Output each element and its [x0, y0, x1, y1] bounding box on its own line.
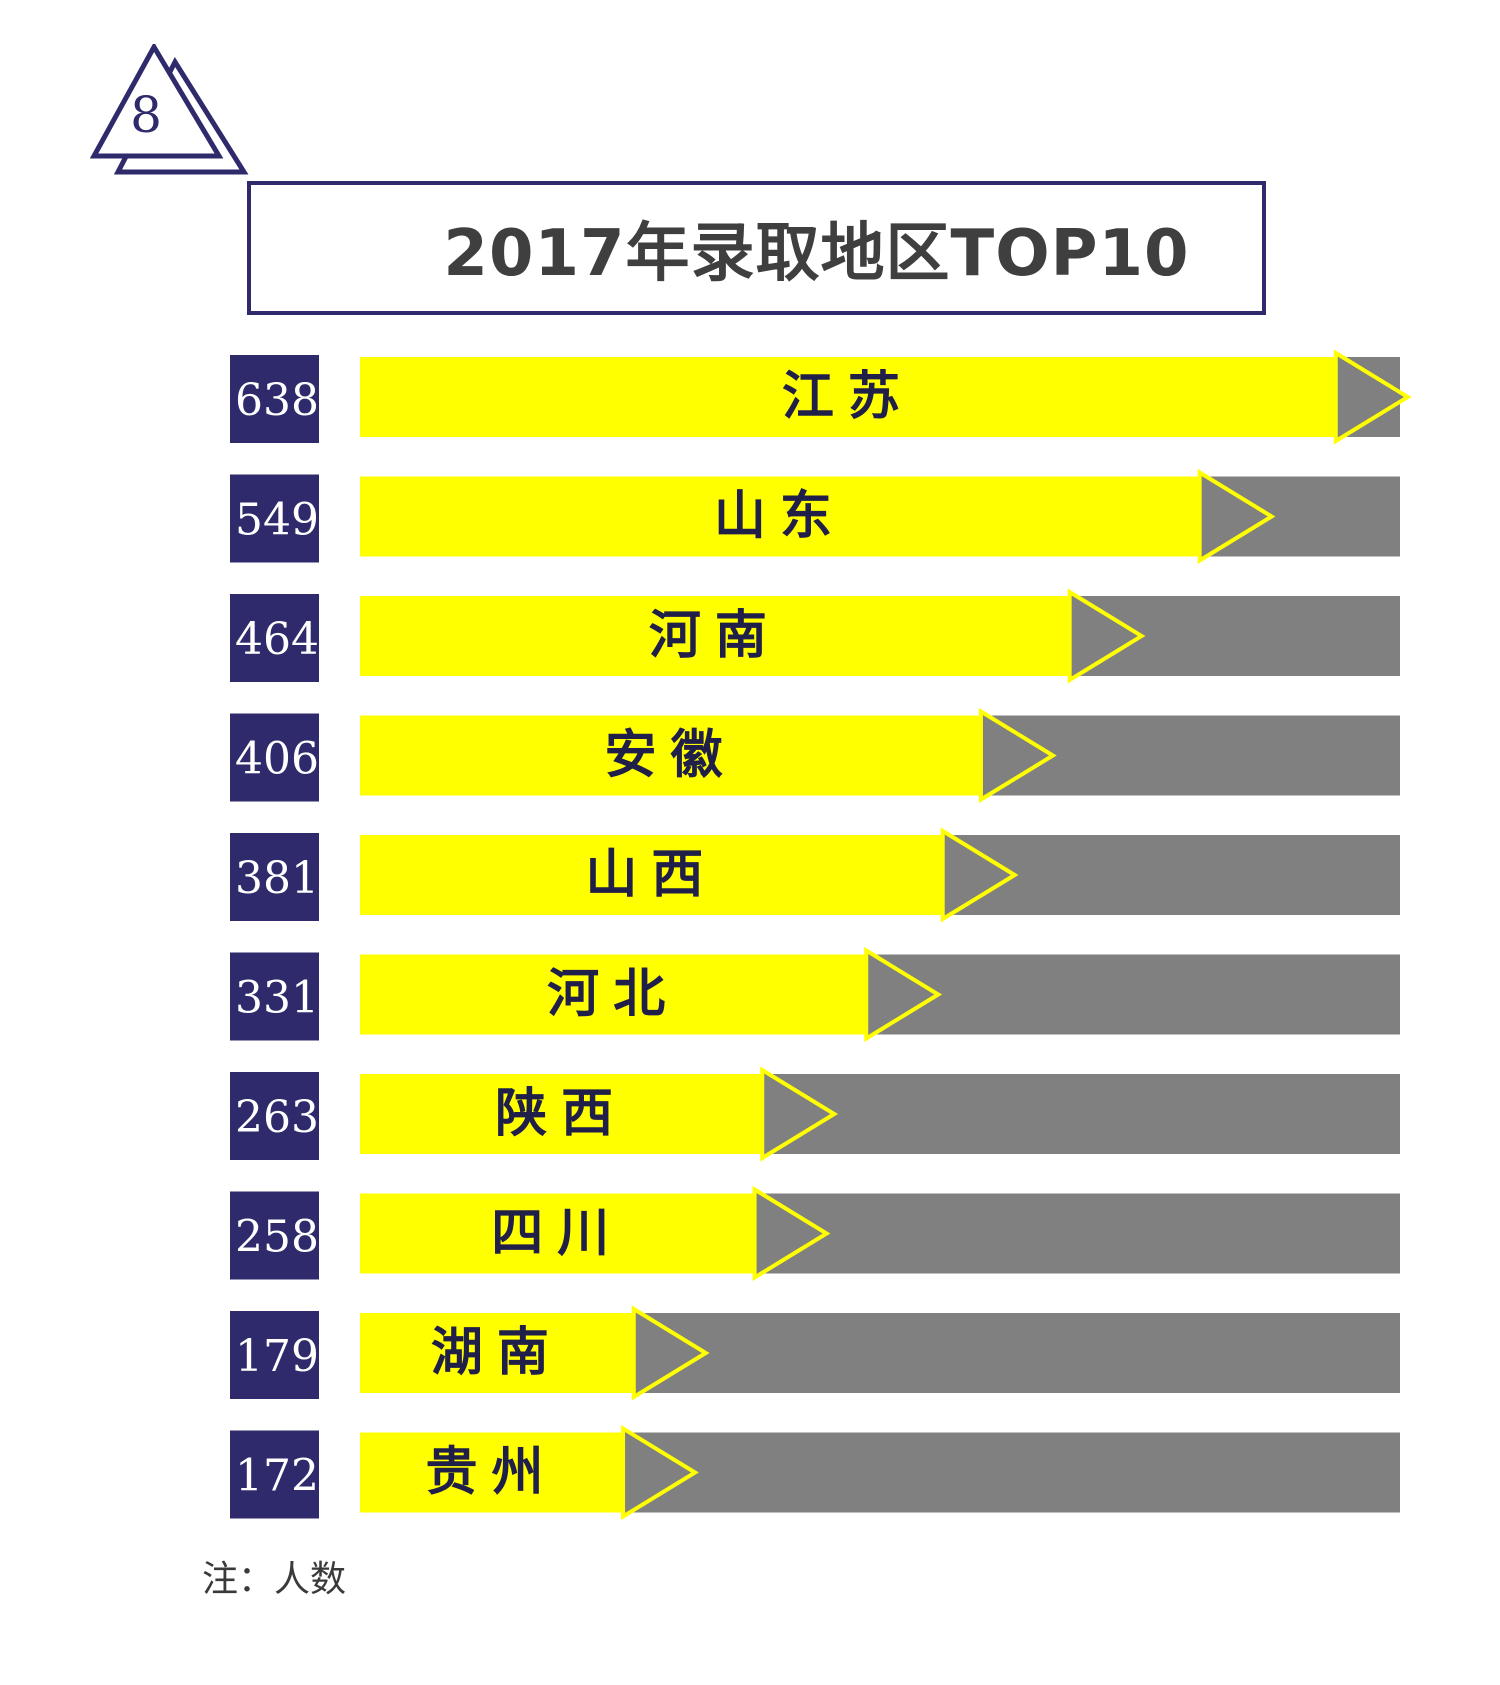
bar-arrow-icon: [1333, 349, 1412, 445]
value-box: [230, 833, 319, 921]
category-label: 四川: [491, 1203, 623, 1264]
bar: [360, 1313, 634, 1393]
category-label: 江苏: [782, 366, 914, 427]
value-box: [230, 474, 319, 563]
value-label: 638: [235, 375, 319, 426]
value-label: 381: [235, 853, 319, 904]
badge-triangle-icon: [89, 44, 249, 175]
category-label: 山西: [585, 844, 717, 905]
category-label: 湖南: [431, 1322, 563, 1383]
category-label: 河南: [649, 605, 781, 666]
bar: [360, 476, 1200, 557]
value-box: [230, 1311, 319, 1399]
value-label: 263: [235, 1092, 319, 1143]
bar-arrow-icon: [1067, 588, 1146, 684]
value-label: 179: [235, 1331, 319, 1382]
bar-arrow-icon: [631, 1305, 710, 1401]
bar: [360, 954, 867, 1035]
bar: [360, 357, 1336, 437]
value-label: 331: [235, 973, 319, 1024]
bar-arrow-icon: [940, 827, 1019, 923]
bar-arrow-icon: [864, 946, 943, 1043]
unit-note: 注：人数: [202, 1559, 347, 1600]
category-label: 河北: [547, 964, 679, 1025]
bar: [360, 1074, 763, 1154]
chart-title: 2017年录取地区TOP10: [443, 217, 1190, 291]
bar-arrow-icon: [978, 707, 1057, 804]
title-box: 2017年录取地区TOP10: [247, 181, 1266, 315]
bar-arrow-icon: [760, 1066, 839, 1162]
category-label: 陕西: [495, 1083, 627, 1144]
value-label: 464: [235, 614, 319, 665]
bar: [360, 596, 1070, 676]
value-label: 406: [235, 734, 319, 785]
bar: [360, 835, 943, 915]
value-label: 549: [235, 495, 319, 546]
bar-arrow-icon: [1197, 468, 1276, 565]
value-box: [230, 713, 319, 802]
value-label: 258: [235, 1212, 319, 1263]
bar: [360, 1193, 755, 1274]
value-box: [230, 1191, 319, 1280]
value-box: [230, 1072, 319, 1160]
category-label: 安徽: [604, 725, 736, 786]
bar-arrow-icon: [752, 1185, 831, 1282]
value-box: [230, 1430, 319, 1519]
category-label: 山东: [714, 486, 846, 547]
bar-arrow-icon: [621, 1424, 699, 1521]
category-label: 贵州: [426, 1442, 558, 1503]
value-label: 172: [235, 1451, 319, 1502]
badge-number: 8: [130, 86, 162, 144]
value-box: [230, 952, 319, 1041]
bar: [360, 1432, 624, 1513]
value-box: [230, 355, 319, 443]
value-box: [230, 594, 319, 682]
bar: [360, 715, 981, 796]
